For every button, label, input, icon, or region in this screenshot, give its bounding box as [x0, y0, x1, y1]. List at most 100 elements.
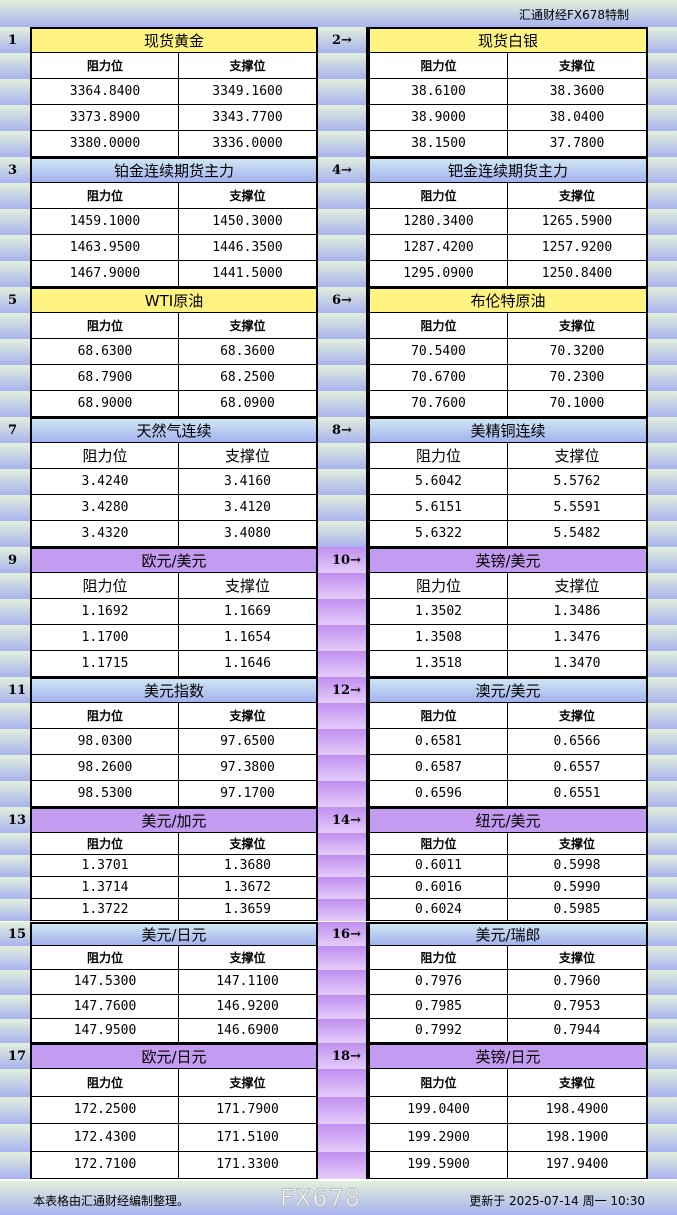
- gutter-right: [648, 79, 677, 105]
- resistance-value: 172.2500: [30, 1096, 179, 1124]
- support-header: 支撑位: [508, 313, 648, 339]
- gutter-left: [0, 946, 30, 971]
- gutter-middle: [316, 877, 368, 899]
- gutter-left: [0, 105, 30, 131]
- gutter-right: [648, 105, 677, 131]
- gutter-right: [648, 521, 677, 547]
- gutter-right: [648, 287, 677, 313]
- gutter-right: [648, 1043, 677, 1069]
- resistance-value: 172.4300: [30, 1124, 179, 1152]
- support-value: 146.9200: [179, 994, 316, 1019]
- column-header-row: 阻力位 支撑位 阻力位 支撑位: [0, 53, 677, 79]
- section-header-row: 15 16→ 美元/日元 美元/瑞郎: [0, 922, 677, 946]
- data-row: 98.5300 97.1700 0.6596 0.6551: [0, 781, 677, 807]
- support-header: 支撑位: [179, 573, 316, 599]
- gutter-middle: [316, 994, 368, 1019]
- support-value: 197.9400: [508, 1151, 648, 1179]
- gutter-middle: [316, 970, 368, 995]
- data-row: 1.1700 1.1654 1.3508 1.3476: [0, 625, 677, 651]
- section-number: 5: [8, 292, 18, 308]
- resistance-header: 阻力位: [30, 833, 179, 855]
- gutter-middle: [316, 1096, 368, 1124]
- resistance-header: 阻力位: [368, 53, 508, 79]
- gutter-left: [0, 1069, 30, 1097]
- gutter-middle: [316, 1069, 368, 1097]
- resistance-value: 68.6300: [30, 339, 179, 365]
- resistance-value: 3373.8900: [30, 105, 179, 131]
- support-value: 0.6566: [508, 729, 648, 755]
- section-number: 9: [8, 552, 18, 568]
- data-row: 3.4240 3.4160 5.6042 5.5762: [0, 469, 677, 495]
- support-value: 0.6557: [508, 755, 648, 781]
- gutter-left: [0, 131, 30, 157]
- support-value: 3.4120: [179, 495, 316, 521]
- gutter-left: [0, 521, 30, 547]
- gutter-left: [0, 547, 30, 573]
- data-row: 172.7100 171.3300 199.5900 197.9400: [0, 1151, 677, 1179]
- resistance-value: 1.3701: [30, 855, 179, 877]
- support-value: 1441.5000: [179, 261, 316, 287]
- support-value: 0.7944: [508, 1018, 648, 1043]
- section-number: 12→: [332, 682, 361, 698]
- gutter-left: [0, 599, 30, 625]
- instrument-title: 铂金连续期货主力: [30, 157, 316, 183]
- gutter-middle: [316, 573, 368, 599]
- gutter-middle: [316, 443, 368, 469]
- gutter-middle: [316, 53, 368, 79]
- gutter-left: [0, 339, 30, 365]
- top-banner: 汇通财经FX678特制: [0, 0, 677, 27]
- resistance-value: 98.0300: [30, 729, 179, 755]
- section-number: 14→: [332, 812, 361, 828]
- gutter-right: [648, 313, 677, 339]
- section-header-row: 7 8→ 天然气连续 美精铜连续: [0, 417, 677, 443]
- gutter-middle: [316, 781, 368, 807]
- support-value: 0.5985: [508, 899, 648, 921]
- resistance-value: 1.3502: [368, 599, 508, 625]
- gutter-left: [0, 469, 30, 495]
- gutter-right: [648, 703, 677, 729]
- data-row: 1.3701 1.3680 0.6011 0.5998: [0, 855, 677, 877]
- resistance-value: 172.7100: [30, 1151, 179, 1179]
- gutter-left: [0, 313, 30, 339]
- section-number: 17: [8, 1048, 27, 1064]
- data-row: 98.2600 97.3800 0.6587 0.6557: [0, 755, 677, 781]
- gutter-middle: [316, 547, 368, 573]
- support-value: 5.5482: [508, 521, 648, 547]
- gutter-left: [0, 625, 30, 651]
- instrument-title: 现货黄金: [30, 27, 316, 53]
- support-value: 68.3600: [179, 339, 316, 365]
- support-value: 1257.9200: [508, 235, 648, 261]
- gutter-middle: [316, 391, 368, 417]
- support-value: 1.3672: [179, 877, 316, 899]
- data-row: 3380.0000 3336.0000 38.1500 37.7800: [0, 131, 677, 157]
- resistance-value: 5.6151: [368, 495, 508, 521]
- section-number: 7: [8, 422, 18, 438]
- resistance-value: 3364.8400: [30, 79, 179, 105]
- resistance-value: 1.1700: [30, 625, 179, 651]
- gutter-right: [648, 339, 677, 365]
- gutter-right: [648, 1069, 677, 1097]
- support-header: 支撑位: [179, 833, 316, 855]
- resistance-header: 阻力位: [30, 183, 179, 209]
- data-row: 3.4320 3.4080 5.6322 5.5482: [0, 521, 677, 547]
- section-header-row: 3 4→ 铂金连续期货主力 钯金连续期货主力: [0, 157, 677, 183]
- update-time: 更新于 2025-07-14 周一 10:30: [469, 1194, 645, 1208]
- gutter-left: [0, 1018, 30, 1043]
- instrument-title: 英镑/美元: [368, 547, 648, 573]
- gutter-left: [0, 703, 30, 729]
- support-value: 1.3680: [179, 855, 316, 877]
- gutter-right: [648, 183, 677, 209]
- column-header-row: 阻力位 支撑位 阻力位 支撑位: [0, 443, 677, 469]
- gutter-middle: [316, 235, 368, 261]
- gutter-left: [0, 365, 30, 391]
- resistance-header: 阻力位: [368, 703, 508, 729]
- data-row: 1459.1000 1450.3000 1280.3400 1265.5900: [0, 209, 677, 235]
- data-row: 3.4280 3.4120 5.6151 5.5591: [0, 495, 677, 521]
- support-header: 支撑位: [179, 1069, 316, 1097]
- gutter-right: [648, 547, 677, 573]
- resistance-value: 3.4320: [30, 521, 179, 547]
- gutter-right: [648, 877, 677, 899]
- support-header: 支撑位: [508, 703, 648, 729]
- support-value: 1446.3500: [179, 235, 316, 261]
- section-header-row: 9 10→ 欧元/美元 英镑/美元: [0, 547, 677, 573]
